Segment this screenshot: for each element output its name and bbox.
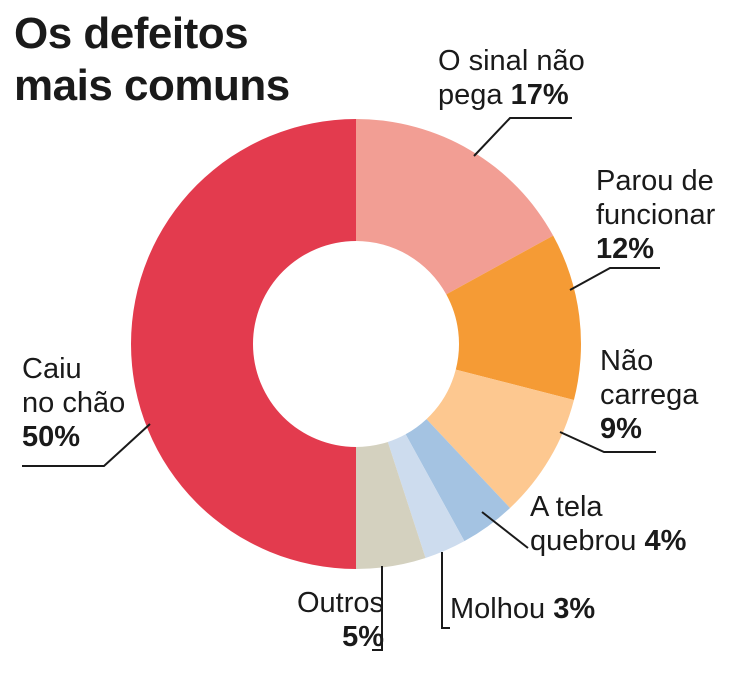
slice-label-carrega: Não carrega 9% — [600, 344, 698, 446]
slice-value-caiu: 50% — [22, 421, 81, 453]
slice-caiu — [131, 119, 356, 569]
slice-value-tela: 4% — [644, 525, 687, 557]
chart-title-line-2: mais comuns — [14, 61, 290, 110]
slice-label-outros: Outros 5% — [288, 586, 384, 654]
slice-value-molhou: 3% — [553, 593, 596, 625]
leader-line-sinal — [473, 117, 572, 157]
slice-label-caiu: Caiu no chão 50% — [22, 352, 125, 454]
slice-label-sinal-line-1: O sinal não — [438, 45, 585, 77]
leader-line-molhou — [441, 552, 450, 629]
slice-label-tela: A tela quebrou 4% — [530, 490, 686, 558]
slice-tela — [405, 419, 511, 542]
slice-parou — [446, 235, 582, 400]
slice-value-sinal: 17% — [510, 79, 569, 111]
slice-carrega — [426, 369, 574, 509]
leader-line-outros — [372, 566, 383, 651]
slice-label-carrega-line-1: Não — [600, 345, 654, 377]
slice-label-caiu-line-2: no chão — [22, 387, 126, 419]
slice-value-parou: 12% — [596, 233, 655, 265]
slice-label-molhou: Molhou 3% — [450, 592, 595, 626]
chart-title: Os defeitos mais comuns — [14, 8, 290, 112]
slice-label-tela-line-1: A tela — [530, 491, 603, 523]
slice-outros — [356, 441, 426, 569]
slice-label-sinal: O sinal não pega 17% — [438, 44, 585, 112]
leader-lines — [22, 117, 660, 651]
slice-molhou — [387, 434, 465, 558]
slice-label-sinal-line-2: pega — [438, 79, 503, 111]
slice-label-caiu-line-1: Caiu — [22, 353, 82, 385]
slice-value-outros: 5% — [342, 621, 384, 653]
slice-sinal — [356, 119, 554, 295]
slice-label-parou-line-1: Parou de — [596, 165, 714, 197]
slice-label-molhou-line-1: Molhou — [450, 593, 546, 625]
slice-label-parou: Parou de funcionar 12% — [596, 164, 715, 266]
donut-slices — [131, 119, 582, 569]
slice-value-carrega: 9% — [600, 413, 642, 445]
chart-title-line-1: Os defeitos — [14, 9, 249, 58]
slice-label-parou-line-2: funcionar — [596, 199, 716, 231]
leader-line-caiu — [22, 423, 151, 467]
slice-label-carrega-line-2: carrega — [600, 379, 699, 411]
slice-label-tela-line-2: quebrou — [530, 525, 637, 557]
leader-line-parou — [569, 267, 660, 291]
slice-label-outros-line-1: Outros — [296, 587, 384, 619]
leader-line-tela — [481, 511, 529, 549]
leader-line-carrega — [559, 431, 656, 453]
